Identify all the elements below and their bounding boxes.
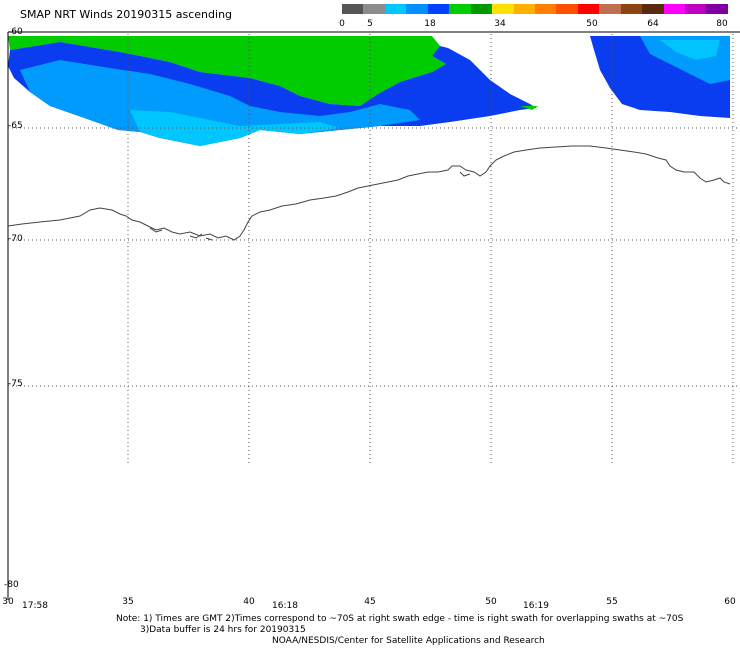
colorbar-segment xyxy=(513,4,535,14)
colorbar-label: 18 xyxy=(424,19,436,29)
colorbar-segment xyxy=(642,4,664,14)
colorbar-label: 34 xyxy=(494,19,506,29)
colorbar-segment xyxy=(342,4,364,14)
colorbar-segment xyxy=(384,4,407,14)
colorbar-labels: 0 5 18 34 50 64 80 xyxy=(339,19,728,31)
note-line-1: Note: 1) Times are GMT 2)Times correspon… xyxy=(116,614,684,624)
lat-label-65: -65 xyxy=(8,121,23,131)
note-line-2: 3)Data buffer is 24 hrs for 20190315 xyxy=(140,625,306,635)
colorbar-label: 50 xyxy=(586,19,598,29)
swath-time-label: 16:19 xyxy=(523,601,549,611)
colorbar-segment xyxy=(449,4,471,14)
colorbar-segment xyxy=(556,4,578,14)
colorbar-segment xyxy=(363,4,385,14)
lon-label-35: 35 xyxy=(122,597,134,607)
lon-label-60: 60 xyxy=(724,597,736,607)
wind-swath-cyan xyxy=(130,110,340,146)
note-line-3: NOAA/NESDIS/Center for Satellite Applica… xyxy=(272,636,545,646)
colorbar-label: 64 xyxy=(647,19,659,29)
colorbar-segment xyxy=(470,4,493,14)
colorbar-segment xyxy=(599,4,621,14)
lon-label-45: 45 xyxy=(364,597,376,607)
latitude-gridlines xyxy=(8,127,740,387)
colorbar-label: 0 xyxy=(339,19,345,29)
lon-label-30: 30 xyxy=(2,597,14,607)
lon-label-40: 40 xyxy=(243,597,255,607)
colorbar-label: 5 xyxy=(367,19,373,29)
wind-speed-colorbar xyxy=(342,4,728,14)
colorbar-segment xyxy=(620,4,643,14)
colorbar-segment xyxy=(706,4,728,14)
lon-label-50: 50 xyxy=(485,597,497,607)
wind-swath-high-green xyxy=(8,36,446,106)
coastline-detail-islands xyxy=(149,171,471,241)
colorbar-segment xyxy=(427,4,450,14)
colorbar-segment xyxy=(492,4,514,14)
colorbar-segment xyxy=(663,4,685,14)
lat-label-70: -70 xyxy=(8,234,23,244)
swath-time-label: 17:58 xyxy=(22,601,48,611)
wind-swath-edge-green xyxy=(520,106,538,110)
footnotes: Note: 1) Times are GMT 2)Times correspon… xyxy=(116,614,683,647)
colorbar-segment xyxy=(577,4,600,14)
colorbar-segment xyxy=(406,4,428,14)
lat-label-60: -60 xyxy=(8,27,23,37)
lat-label-75: -75 xyxy=(8,379,23,389)
antarctic-coastline xyxy=(7,145,731,241)
lon-label-55: 55 xyxy=(606,597,618,607)
swath-time-label: 16:18 xyxy=(272,601,298,611)
colorbar-segment xyxy=(534,4,557,14)
lat-label-80: -80 xyxy=(4,580,19,590)
colorbar-segment xyxy=(685,4,707,14)
wind-swath-right-cyan xyxy=(660,40,720,60)
colorbar-label: 80 xyxy=(716,19,728,29)
map-title: SMAP NRT Winds 20190315 ascending xyxy=(20,8,233,21)
